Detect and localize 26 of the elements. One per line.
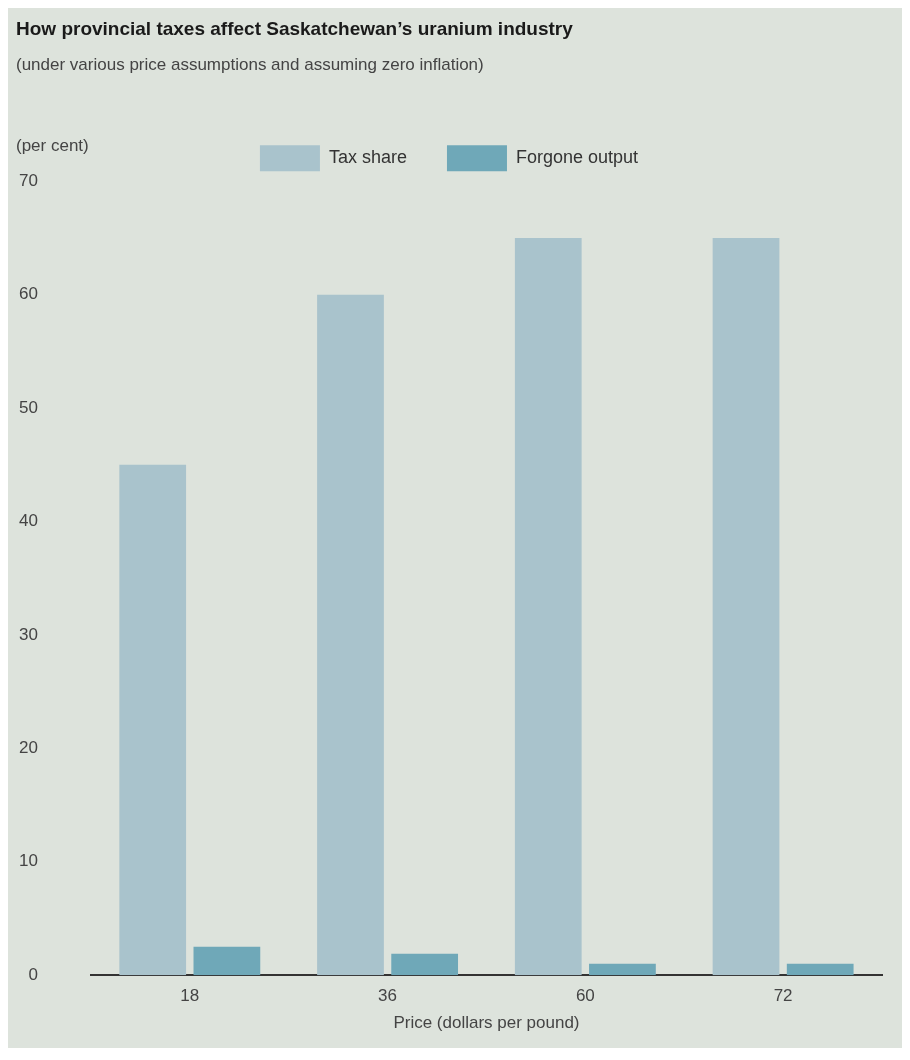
bar	[589, 963, 656, 976]
bar	[317, 294, 384, 976]
bar	[391, 953, 459, 976]
y-axis-title: (per cent)	[16, 136, 89, 156]
chart-title: How provincial taxes affect Saskatchewan’s uranium industry	[16, 17, 574, 39]
y-tick-label: 10	[18, 851, 38, 871]
y-tick-label: 60	[18, 284, 38, 304]
bar	[712, 237, 780, 976]
chart-subtitle: (under various price assumptions and assuming zero inflation)	[16, 54, 484, 74]
y-tick-label: 0	[28, 964, 38, 984]
x-tick-label: 36	[378, 986, 398, 1006]
bar	[119, 464, 187, 976]
x-tick-label: 60	[575, 986, 595, 1006]
legend-label: Tax share	[328, 147, 407, 168]
legend-label: Forgone output	[515, 147, 639, 168]
y-tick-label: 50	[18, 397, 38, 417]
x-tick-label: 18	[180, 986, 200, 1006]
y-tick-label: 30	[18, 624, 38, 644]
bar	[514, 237, 582, 976]
y-tick-label: 20	[18, 738, 38, 758]
y-tick-label: 70	[18, 170, 38, 190]
x-axis-title: Price (dollars per pound)	[393, 1013, 580, 1033]
x-tick-label: 72	[773, 986, 793, 1006]
bar	[786, 963, 854, 976]
y-tick-label: 40	[18, 511, 38, 531]
bar	[193, 946, 261, 976]
